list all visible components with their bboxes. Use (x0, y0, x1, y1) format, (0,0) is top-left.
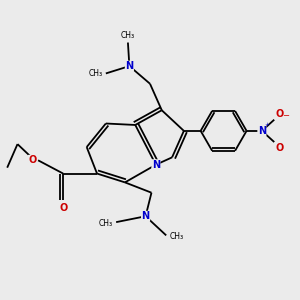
Text: O: O (59, 203, 67, 213)
Text: O: O (28, 155, 37, 165)
Text: O: O (275, 142, 284, 153)
Text: N: N (258, 126, 266, 136)
Text: +: + (264, 122, 269, 127)
Text: N: N (125, 61, 134, 71)
Text: −: − (282, 111, 289, 120)
Text: CH₃: CH₃ (169, 232, 183, 242)
Text: O: O (275, 109, 284, 119)
Text: CH₃: CH₃ (99, 219, 113, 228)
Text: CH₃: CH₃ (121, 31, 135, 40)
Text: CH₃: CH₃ (89, 69, 103, 78)
Text: N: N (142, 211, 150, 221)
Text: N: N (152, 160, 160, 170)
